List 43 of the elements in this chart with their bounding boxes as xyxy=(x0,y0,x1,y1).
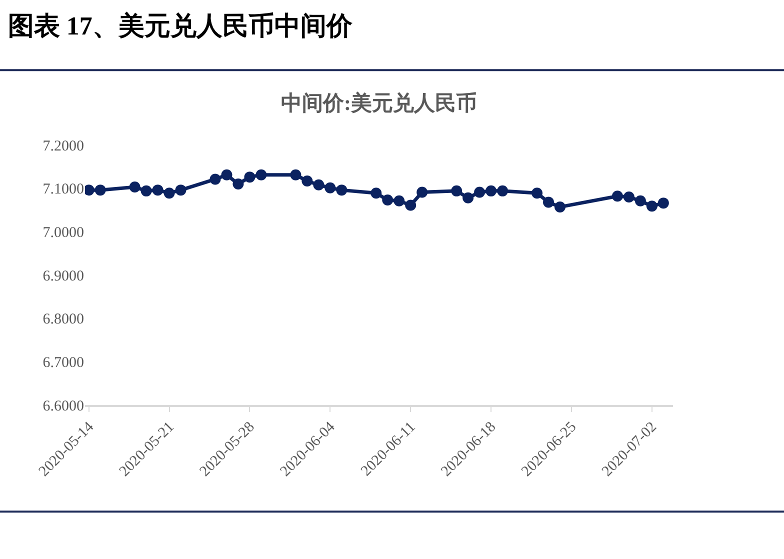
point xyxy=(256,169,267,180)
point xyxy=(175,184,186,196)
y-tick-label: 7.2000 xyxy=(42,138,84,154)
y-tick-label: 7.1000 xyxy=(42,182,84,198)
point xyxy=(634,195,646,206)
chart-subtitle: 中间价:美元兑人民币 xyxy=(281,91,477,115)
point xyxy=(646,200,658,212)
point xyxy=(462,192,474,204)
point xyxy=(336,184,348,196)
point xyxy=(290,169,302,180)
point xyxy=(532,188,543,199)
point xyxy=(405,200,416,211)
point xyxy=(94,184,106,196)
point xyxy=(313,179,324,190)
point xyxy=(554,201,566,212)
point xyxy=(474,186,486,198)
point xyxy=(129,182,140,193)
y-tick-label: 6.9000 xyxy=(42,268,84,284)
point xyxy=(623,192,634,202)
point xyxy=(140,185,152,196)
y-tick-label: 6.8000 xyxy=(42,312,84,328)
point xyxy=(152,184,164,196)
point xyxy=(370,188,382,199)
point xyxy=(302,175,313,186)
point xyxy=(210,174,221,185)
point xyxy=(658,198,669,209)
point xyxy=(543,196,554,208)
point xyxy=(244,172,256,183)
point xyxy=(382,194,394,206)
point xyxy=(497,185,508,196)
y-tick-label: 6.7000 xyxy=(42,354,84,371)
y-tick-label: 7.0000 xyxy=(42,224,84,241)
point xyxy=(164,188,175,199)
point xyxy=(486,185,497,196)
y-tick-label: 6.6000 xyxy=(42,398,84,414)
chart-title: 图表 17、美元兑人民币中间价 xyxy=(8,11,354,40)
point xyxy=(394,195,405,206)
point xyxy=(324,182,336,194)
point xyxy=(221,169,232,180)
point xyxy=(232,178,244,190)
point xyxy=(451,185,462,196)
point xyxy=(416,186,428,198)
point xyxy=(612,190,623,202)
